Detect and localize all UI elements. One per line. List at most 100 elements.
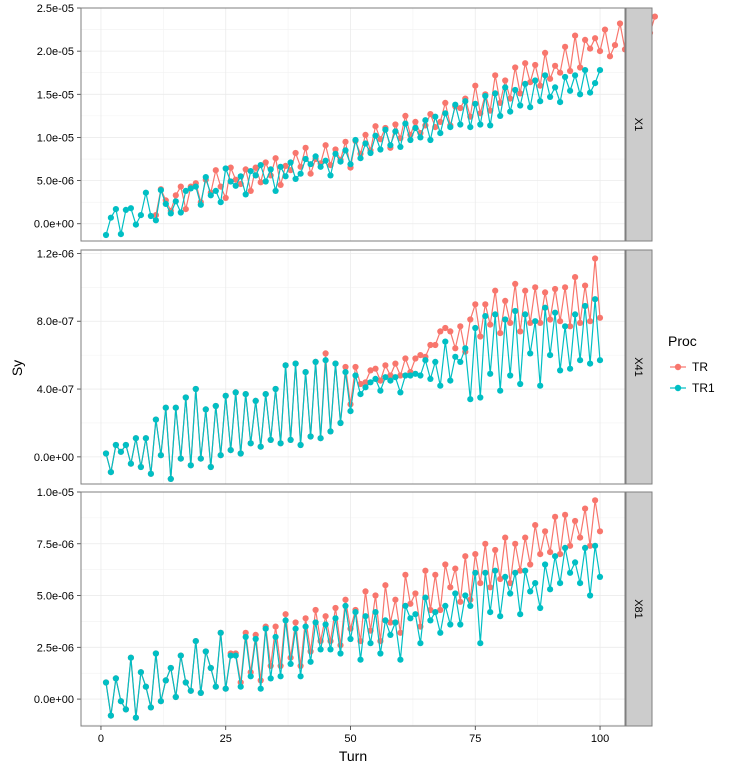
data-point-tr — [507, 319, 514, 326]
data-point-tr — [492, 546, 499, 554]
data-point-tr — [297, 662, 304, 670]
data-point-tr — [407, 600, 414, 607]
facet-strip-label: X41 — [632, 357, 644, 377]
legend-label-tr1: TR1 — [692, 381, 715, 395]
data-point-tr1 — [432, 358, 439, 365]
data-point-tr — [457, 323, 464, 330]
data-point-tr1 — [482, 313, 489, 320]
data-point-tr1 — [577, 580, 584, 587]
data-point-tr1 — [537, 382, 544, 389]
data-point-tr — [272, 623, 279, 630]
data-point-tr1 — [487, 122, 494, 129]
data-point-tr1 — [352, 372, 359, 379]
data-point-tr1 — [232, 182, 239, 189]
data-point-tr1 — [447, 621, 454, 628]
data-point-tr1 — [517, 102, 524, 109]
data-point-tr — [422, 567, 429, 574]
data-point-tr — [222, 194, 229, 201]
legend: Proc TR TR1 — [668, 333, 715, 395]
data-point-tr — [387, 619, 394, 626]
data-point-tr1 — [207, 664, 214, 672]
y-tick-label: 8.0e-07 — [37, 316, 74, 328]
data-point-tr1 — [507, 372, 514, 379]
data-point-tr — [601, 26, 609, 33]
data-point-tr — [567, 67, 574, 75]
data-point-tr — [577, 319, 584, 326]
data-point-tr1 — [162, 200, 169, 207]
data-point-tr1 — [542, 304, 549, 311]
data-point-tr1 — [247, 673, 254, 680]
data-point-tr1 — [542, 561, 549, 568]
data-point-tr1 — [122, 706, 129, 713]
data-point-tr1 — [452, 590, 459, 597]
data-point-tr — [542, 528, 549, 535]
data-point-tr1 — [362, 384, 369, 391]
data-point-tr1 — [512, 86, 519, 94]
data-point-tr1 — [462, 98, 469, 105]
data-point-tr1 — [567, 87, 574, 94]
data-point-tr — [352, 363, 359, 371]
data-point-tr — [272, 155, 279, 162]
data-point-tr — [262, 159, 269, 166]
data-point-tr1 — [267, 675, 274, 682]
data-point-tr1 — [252, 635, 259, 643]
data-point-tr1 — [352, 136, 359, 144]
data-point-tr — [596, 314, 604, 321]
data-point-tr — [397, 372, 404, 379]
data-point-tr — [242, 166, 249, 173]
data-point-tr — [377, 136, 384, 143]
data-point-tr1 — [567, 365, 574, 372]
data-point-tr1 — [537, 604, 544, 612]
data-point-tr1 — [292, 625, 299, 632]
data-point-tr — [292, 619, 299, 626]
data-point-tr1 — [432, 609, 439, 616]
data-point-tr — [437, 606, 444, 614]
data-point-tr — [447, 328, 454, 335]
data-point-tr — [322, 350, 329, 357]
data-point-tr1 — [217, 199, 224, 206]
data-point-tr1 — [427, 136, 434, 144]
data-point-tr1 — [247, 168, 254, 175]
data-point-tr1 — [452, 101, 459, 108]
legend-entry-tr: TR — [670, 360, 708, 374]
facet-strip-label: X1 — [632, 118, 644, 131]
data-point-tr1 — [442, 110, 449, 117]
data-point-tr1 — [292, 360, 299, 367]
data-point-tr1 — [517, 611, 524, 618]
data-point-tr1 — [387, 377, 394, 384]
series-line-tr1 — [105, 545, 601, 718]
data-point-tr1 — [307, 658, 314, 665]
y-tick-label: 1.0e-05 — [37, 487, 74, 499]
x-tick-label: 50 — [344, 733, 356, 745]
data-point-tr1 — [342, 369, 349, 376]
data-point-tr1 — [312, 619, 319, 626]
y-tick-label: 2.5e-05 — [37, 3, 74, 15]
data-point-tr1 — [497, 387, 504, 394]
data-point-tr1 — [302, 155, 309, 163]
data-point-tr1 — [302, 369, 309, 376]
data-point-tr1 — [207, 192, 214, 199]
x-axis: 0 25 50 75 100 — [98, 726, 609, 745]
data-point-tr — [487, 584, 494, 591]
data-point-tr1 — [577, 91, 584, 98]
data-point-tr — [302, 615, 309, 622]
data-point-tr1 — [467, 602, 474, 610]
data-point-tr1 — [397, 656, 404, 663]
data-point-tr1 — [596, 573, 604, 581]
data-point-tr1 — [357, 155, 364, 162]
data-point-tr1 — [332, 615, 339, 622]
data-point-tr1 — [497, 613, 504, 620]
data-point-tr1 — [417, 372, 424, 379]
data-point-tr1 — [202, 406, 209, 413]
data-point-tr1 — [157, 187, 164, 194]
data-point-tr1 — [492, 567, 499, 574]
data-point-tr1 — [412, 370, 419, 377]
data-point-tr — [532, 61, 539, 69]
data-point-tr1 — [142, 683, 149, 690]
data-point-tr1 — [517, 380, 524, 388]
data-point-tr — [372, 123, 379, 130]
data-point-tr1 — [557, 99, 564, 106]
data-point-tr — [502, 534, 509, 541]
data-point-tr — [507, 95, 514, 102]
